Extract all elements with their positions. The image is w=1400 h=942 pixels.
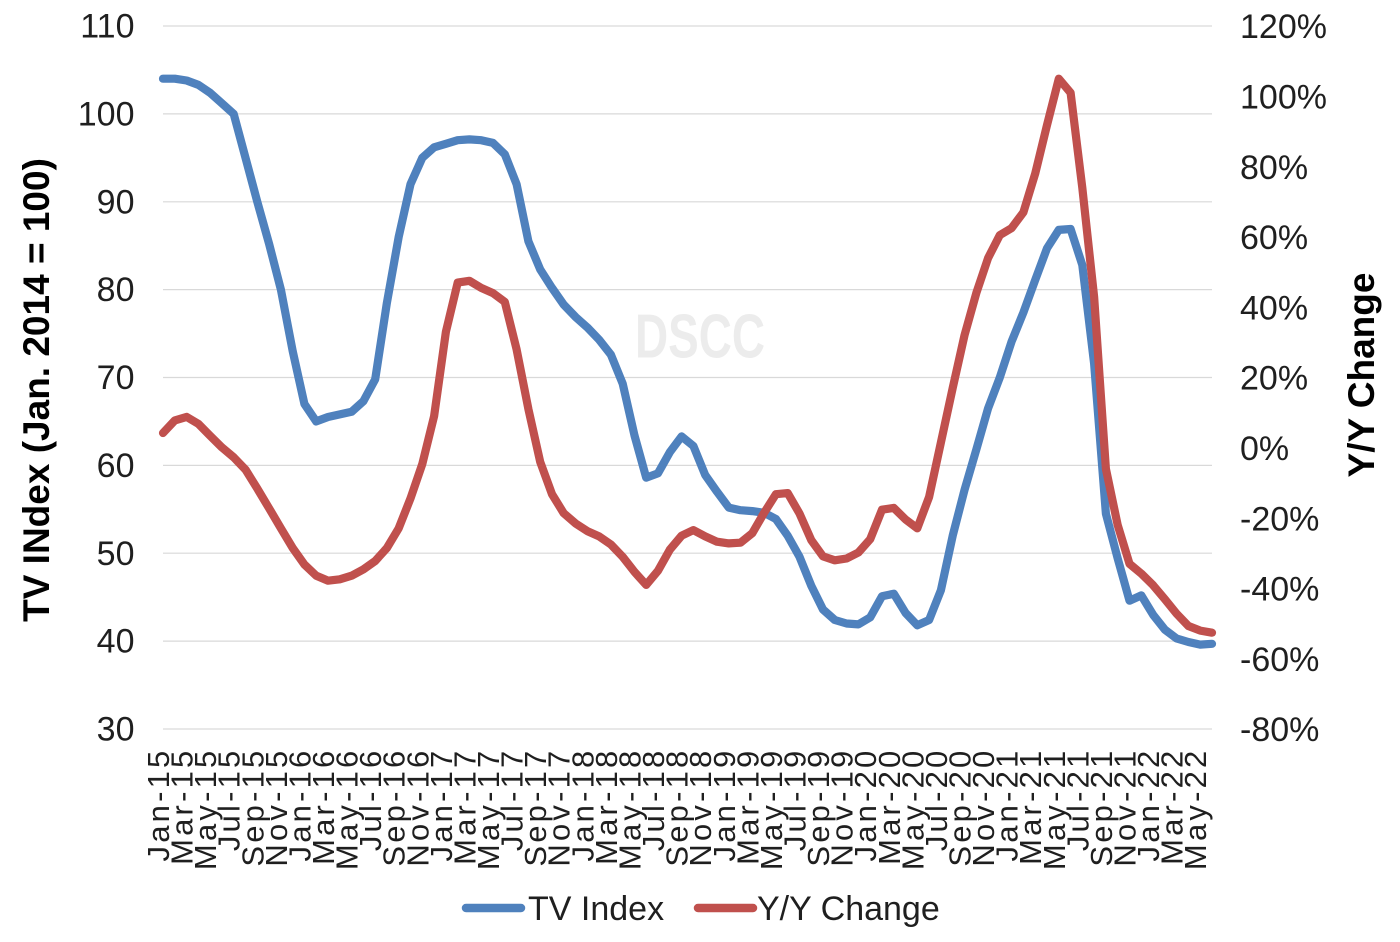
- svg-text:May-19: May-19: [754, 748, 789, 871]
- svg-text:100: 100: [78, 95, 135, 133]
- svg-text:Nov-17: Nov-17: [542, 748, 577, 867]
- svg-text:Sep-16: Sep-16: [377, 748, 412, 867]
- svg-text:-80%: -80%: [1240, 711, 1319, 749]
- svg-text:Mar-15: Mar-15: [165, 748, 200, 865]
- svg-text:Jan-22: Jan-22: [1131, 748, 1166, 862]
- svg-text:90: 90: [97, 183, 135, 221]
- svg-text:Sep-20: Sep-20: [943, 748, 978, 867]
- svg-text:Jul-15: Jul-15: [212, 748, 247, 852]
- svg-text:Jul-18: Jul-18: [636, 748, 671, 852]
- svg-text:Mar-19: Mar-19: [730, 748, 765, 865]
- svg-text:100%: 100%: [1240, 79, 1327, 117]
- svg-text:Jul-21: Jul-21: [1060, 748, 1095, 852]
- svg-text:Nov-20: Nov-20: [966, 748, 1001, 867]
- svg-text:50: 50: [97, 535, 135, 573]
- svg-text:0%: 0%: [1240, 430, 1289, 468]
- svg-text:30: 30: [97, 711, 135, 749]
- svg-text:Mar-20: Mar-20: [872, 748, 907, 865]
- svg-text:May-17: May-17: [471, 748, 506, 871]
- svg-text:Jan-21: Jan-21: [990, 748, 1025, 862]
- svg-text:20%: 20%: [1240, 360, 1308, 398]
- svg-text:70: 70: [97, 359, 135, 397]
- svg-text:Jan-20: Jan-20: [848, 748, 883, 862]
- svg-text:Jul-19: Jul-19: [778, 748, 813, 852]
- svg-text:Nov-18: Nov-18: [683, 748, 718, 867]
- svg-text:Jan-17: Jan-17: [424, 748, 459, 862]
- svg-text:May-22: May-22: [1178, 748, 1213, 871]
- svg-text:Mar-17: Mar-17: [447, 748, 482, 865]
- svg-text:60%: 60%: [1240, 219, 1308, 257]
- svg-text:Sep-19: Sep-19: [801, 748, 836, 867]
- svg-text:May-15: May-15: [188, 748, 223, 871]
- svg-text:Mar-18: Mar-18: [589, 748, 624, 865]
- svg-text:Y/Y Change: Y/Y Change: [757, 890, 940, 928]
- svg-text:May-16: May-16: [330, 748, 365, 871]
- svg-text:TV INdex (Jan. 2014 = 100): TV INdex (Jan. 2014 = 100): [16, 158, 57, 622]
- svg-text:Mar-16: Mar-16: [306, 748, 341, 865]
- svg-text:May-18: May-18: [613, 748, 648, 871]
- svg-text:40%: 40%: [1240, 289, 1308, 327]
- svg-text:Jan-15: Jan-15: [141, 748, 176, 862]
- svg-text:80: 80: [97, 271, 135, 309]
- svg-text:Sep-17: Sep-17: [518, 748, 553, 867]
- svg-text:Jul-20: Jul-20: [919, 748, 954, 852]
- svg-text:Mar-22: Mar-22: [1155, 748, 1190, 865]
- svg-text:-20%: -20%: [1240, 500, 1319, 538]
- svg-text:Sep-15: Sep-15: [235, 748, 270, 867]
- svg-text:Jan-16: Jan-16: [282, 748, 317, 862]
- svg-text:DSCC: DSCC: [635, 302, 765, 371]
- svg-text:60: 60: [97, 447, 135, 485]
- svg-text:Nov-19: Nov-19: [825, 748, 860, 867]
- svg-text:Nov-16: Nov-16: [400, 748, 435, 867]
- svg-text:Jan-18: Jan-18: [565, 748, 600, 862]
- svg-text:May-20: May-20: [895, 748, 930, 871]
- svg-text:Y/Y Change: Y/Y Change: [1341, 273, 1382, 478]
- svg-text:80%: 80%: [1240, 149, 1308, 187]
- svg-text:May-21: May-21: [1037, 748, 1072, 871]
- svg-text:Mar-21: Mar-21: [1013, 748, 1048, 865]
- svg-text:Sep-18: Sep-18: [660, 748, 695, 867]
- svg-text:Jul-17: Jul-17: [495, 748, 530, 852]
- svg-text:120%: 120%: [1240, 8, 1327, 46]
- svg-text:Jan-19: Jan-19: [707, 748, 742, 862]
- svg-text:-60%: -60%: [1240, 641, 1319, 679]
- svg-text:-40%: -40%: [1240, 571, 1319, 609]
- svg-text:TV Index: TV Index: [528, 890, 664, 928]
- svg-text:Jul-16: Jul-16: [353, 748, 388, 852]
- svg-text:110: 110: [80, 8, 134, 46]
- svg-text:Sep-21: Sep-21: [1084, 748, 1119, 867]
- svg-text:Nov-21: Nov-21: [1108, 748, 1143, 867]
- svg-text:Nov-15: Nov-15: [259, 748, 294, 867]
- svg-text:40: 40: [97, 623, 135, 661]
